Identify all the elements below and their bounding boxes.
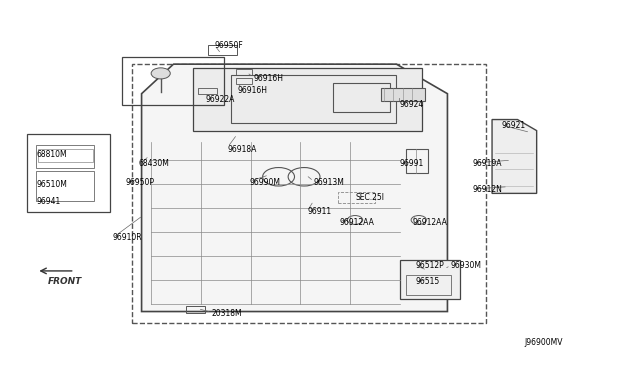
Bar [38, 149, 93, 162]
Text: 96912AA: 96912AA [339, 218, 374, 227]
Text: 96991: 96991 [399, 159, 424, 169]
Text: 96941: 96941 [36, 197, 61, 206]
Polygon shape [193, 68, 422, 131]
Text: 96910R: 96910R [113, 233, 143, 242]
Text: 96912N: 96912N [473, 185, 503, 194]
Bar [186, 306, 205, 313]
Text: 96916H: 96916H [253, 74, 283, 83]
Text: 96912AA: 96912AA [412, 218, 447, 227]
Text: SEC.25I: SEC.25I [355, 193, 384, 202]
Text: 68430M: 68430M [138, 159, 169, 169]
Text: 96990M: 96990M [250, 178, 281, 187]
Text: 96950P: 96950P [125, 178, 155, 187]
Text: 96515: 96515 [415, 278, 440, 286]
Bar [381, 88, 425, 101]
Text: 96922A: 96922A [205, 95, 235, 104]
Bar [198, 88, 217, 94]
Text: 96918A: 96918A [228, 145, 257, 154]
Text: 96919A: 96919A [473, 159, 502, 169]
Bar [122, 57, 225, 105]
Text: 96916H: 96916H [237, 86, 267, 94]
Bar [399, 260, 460, 299]
Text: 96921: 96921 [502, 121, 525, 129]
Text: 96930M: 96930M [451, 261, 482, 270]
Bar [209, 45, 237, 55]
Text: 96950F: 96950F [215, 41, 244, 50]
Text: 96913M: 96913M [314, 178, 344, 187]
Polygon shape [492, 119, 537, 193]
Bar [27, 134, 109, 212]
Bar [333, 83, 390, 112]
Text: 68810M: 68810M [36, 150, 67, 159]
Text: J96900MV: J96900MV [524, 339, 563, 347]
Bar [338, 192, 375, 203]
Text: 96924: 96924 [399, 100, 424, 109]
Bar [236, 68, 252, 75]
Bar [36, 171, 94, 201]
Circle shape [151, 68, 170, 79]
Text: 20318M: 20318M [212, 309, 243, 318]
Text: 96510M: 96510M [36, 180, 67, 189]
Bar [406, 275, 451, 295]
Polygon shape [141, 64, 447, 311]
Bar [36, 145, 94, 167]
Text: 96512P: 96512P [415, 261, 444, 270]
Text: FRONT: FRONT [48, 278, 82, 286]
Text: 96911: 96911 [307, 207, 332, 217]
Bar [236, 78, 252, 84]
